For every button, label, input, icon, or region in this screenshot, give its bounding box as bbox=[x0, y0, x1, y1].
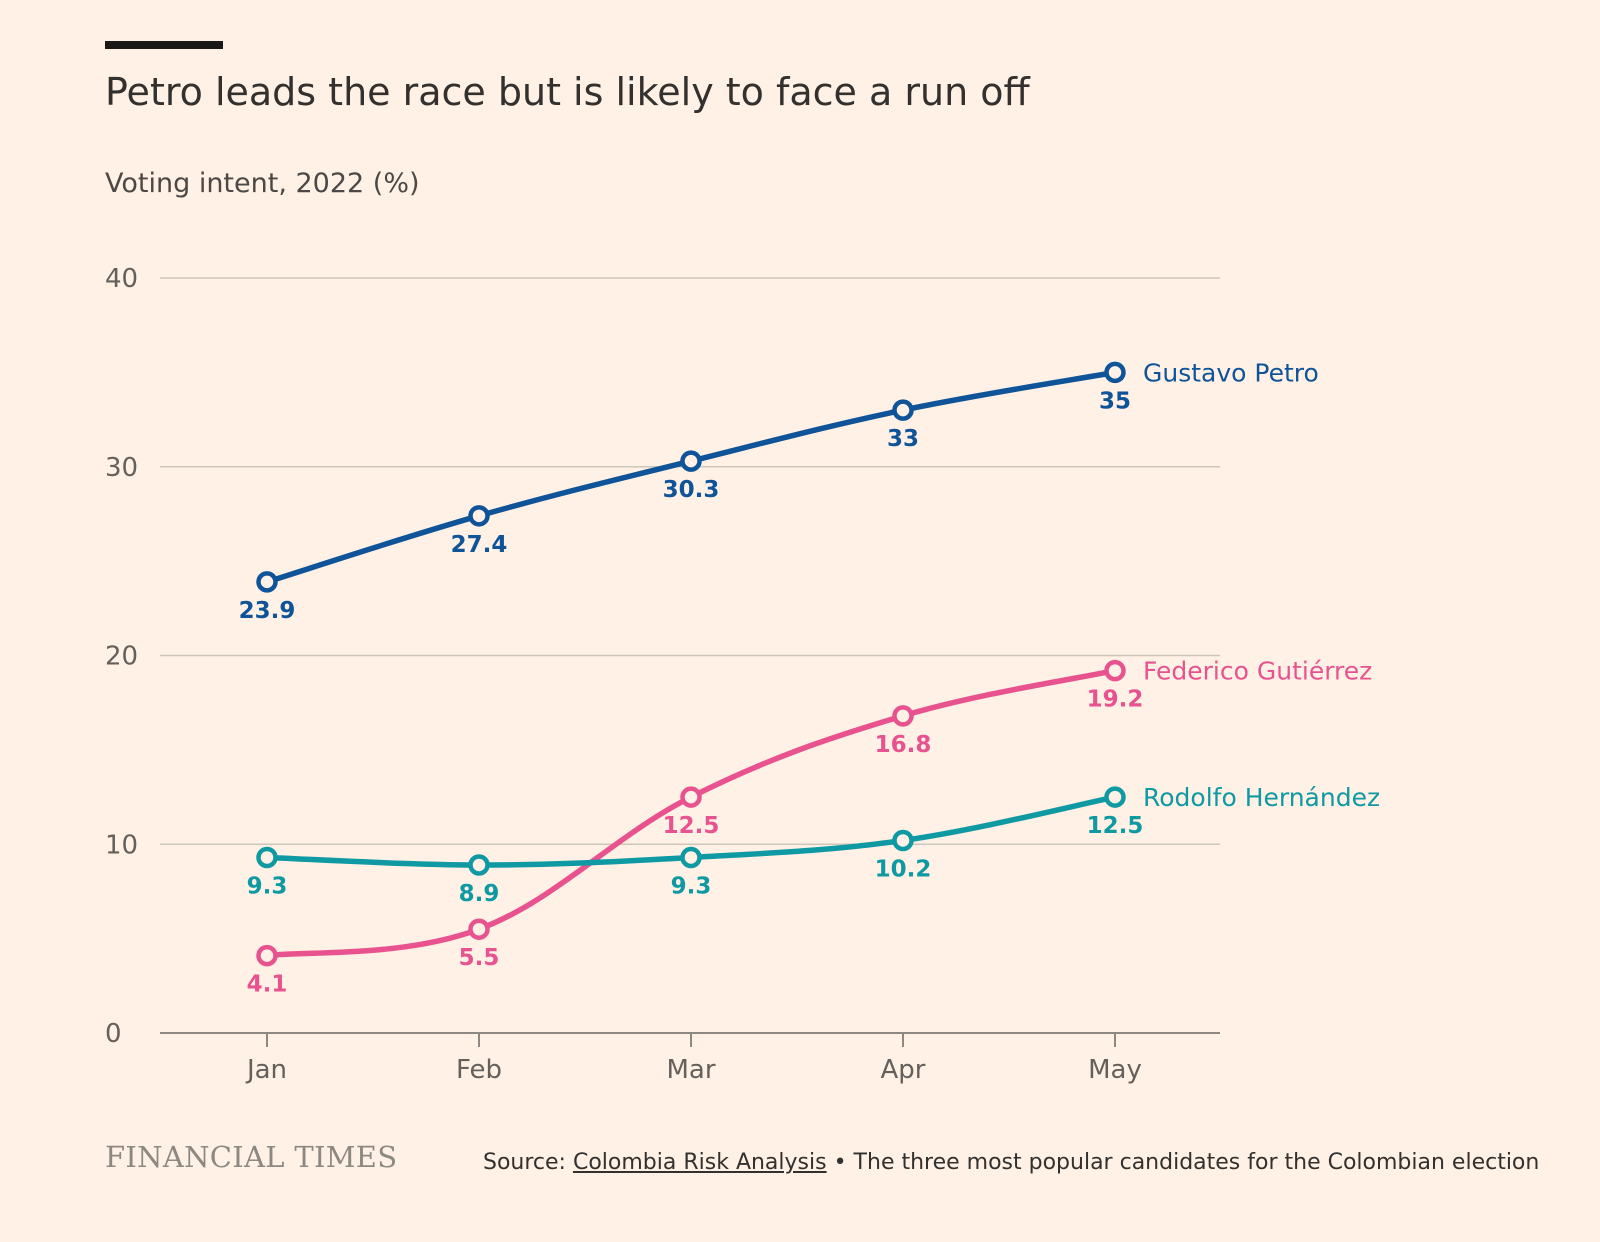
data-label-hernandez: 8.9 bbox=[459, 881, 500, 907]
data-label-hernandez: 10.2 bbox=[875, 856, 932, 882]
data-label-gutierrez: 19.2 bbox=[1087, 687, 1144, 713]
data-point-gutierrez bbox=[1104, 659, 1126, 682]
chart-subtitle: Voting intent, 2022 (%) bbox=[105, 168, 420, 199]
data-point-petro bbox=[892, 399, 914, 421]
data-point-hernandez bbox=[680, 846, 702, 869]
data-label-petro: 33 bbox=[887, 426, 919, 452]
chart-title: Petro leads the race but is likely to fa… bbox=[105, 70, 1030, 114]
series-points bbox=[256, 361, 1126, 967]
y-tick-label: 40 bbox=[105, 264, 138, 294]
data-labels: 23.9 27.4 30.3 33 35 Gustavo Petro 4.1 5.5 12.5 1… bbox=[239, 358, 1380, 997]
data-label-hernandez: 12.5 bbox=[1087, 813, 1144, 839]
data-point-hernandez bbox=[468, 854, 490, 876]
data-label-gutierrez: 12.5 bbox=[663, 813, 720, 839]
y-tick-label: 30 bbox=[105, 453, 138, 483]
data-point-gutierrez bbox=[680, 786, 702, 808]
y-tick-label: 10 bbox=[105, 830, 138, 860]
ft-logo: FINANCIAL TIMES bbox=[105, 1140, 398, 1174]
x-tick-label: Apr bbox=[881, 1055, 926, 1085]
data-label-gutierrez: 5.5 bbox=[459, 945, 500, 971]
data-point-petro bbox=[468, 505, 490, 527]
data-label-hernandez: 9.3 bbox=[671, 873, 712, 899]
data-point-hernandez bbox=[1104, 786, 1126, 808]
x-tick-label: May bbox=[1088, 1055, 1142, 1085]
x-tick-label: Feb bbox=[456, 1055, 502, 1085]
source-prefix: Source: bbox=[483, 1150, 573, 1175]
data-label-petro: 35 bbox=[1099, 388, 1131, 414]
data-point-gutierrez bbox=[256, 944, 278, 967]
data-label-gutierrez: 4.1 bbox=[247, 972, 288, 998]
axes: 0 10 20 30 40 Jan Feb Mar Apr May bbox=[105, 264, 1142, 1085]
data-label-hernandez: 9.3 bbox=[247, 873, 288, 899]
series-label-petro: Gustavo Petro bbox=[1143, 358, 1319, 387]
data-label-petro: 23.9 bbox=[239, 598, 296, 624]
top-rule bbox=[105, 41, 223, 49]
y-tick-label: 0 bbox=[105, 1019, 122, 1049]
data-point-petro bbox=[256, 571, 278, 593]
series-label-gutierrez: Federico Gutiérrez bbox=[1143, 657, 1372, 686]
data-point-gutierrez bbox=[468, 918, 490, 940]
data-point-hernandez bbox=[256, 846, 278, 869]
data-point-gutierrez bbox=[892, 705, 914, 727]
source-note: Source: Colombia Risk Analysis • The thr… bbox=[483, 1150, 1539, 1175]
gridlines bbox=[160, 277, 1220, 1034]
source-link[interactable]: Colombia Risk Analysis bbox=[572, 1150, 827, 1175]
data-label-petro: 27.4 bbox=[451, 532, 508, 558]
data-label-gutierrez: 16.8 bbox=[875, 732, 932, 758]
data-point-petro bbox=[680, 450, 702, 472]
data-point-hernandez bbox=[892, 829, 914, 852]
source-description: • The three most popular candidates for … bbox=[826, 1150, 1540, 1175]
data-point-petro bbox=[1104, 361, 1126, 384]
x-tick-label: Jan bbox=[245, 1055, 287, 1085]
data-label-petro: 30.3 bbox=[663, 477, 720, 503]
y-tick-label: 20 bbox=[105, 642, 138, 672]
x-tick-label: Mar bbox=[666, 1055, 715, 1085]
series-label-hernandez: Rodolfo Hernández bbox=[1143, 783, 1380, 812]
